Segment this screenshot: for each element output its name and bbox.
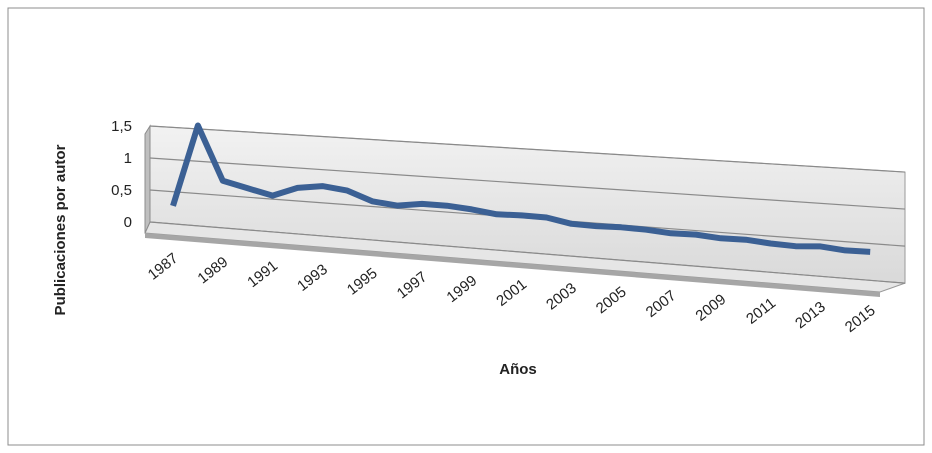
grid-line [149,125,906,173]
data-line [170,122,871,255]
x-axis-title: Años [499,361,537,378]
y-tick-label: 0 [124,214,132,231]
y-tick-label: 1,5 [111,118,132,135]
y-tick-label: 1 [124,150,132,167]
y-tick-label: 0,5 [111,182,132,199]
grid-line [149,221,906,284]
side-wall [144,124,151,234]
grid-line [149,157,906,210]
y-axis-title: Publicaciones por autor [52,144,69,315]
floor-edge [145,233,880,297]
